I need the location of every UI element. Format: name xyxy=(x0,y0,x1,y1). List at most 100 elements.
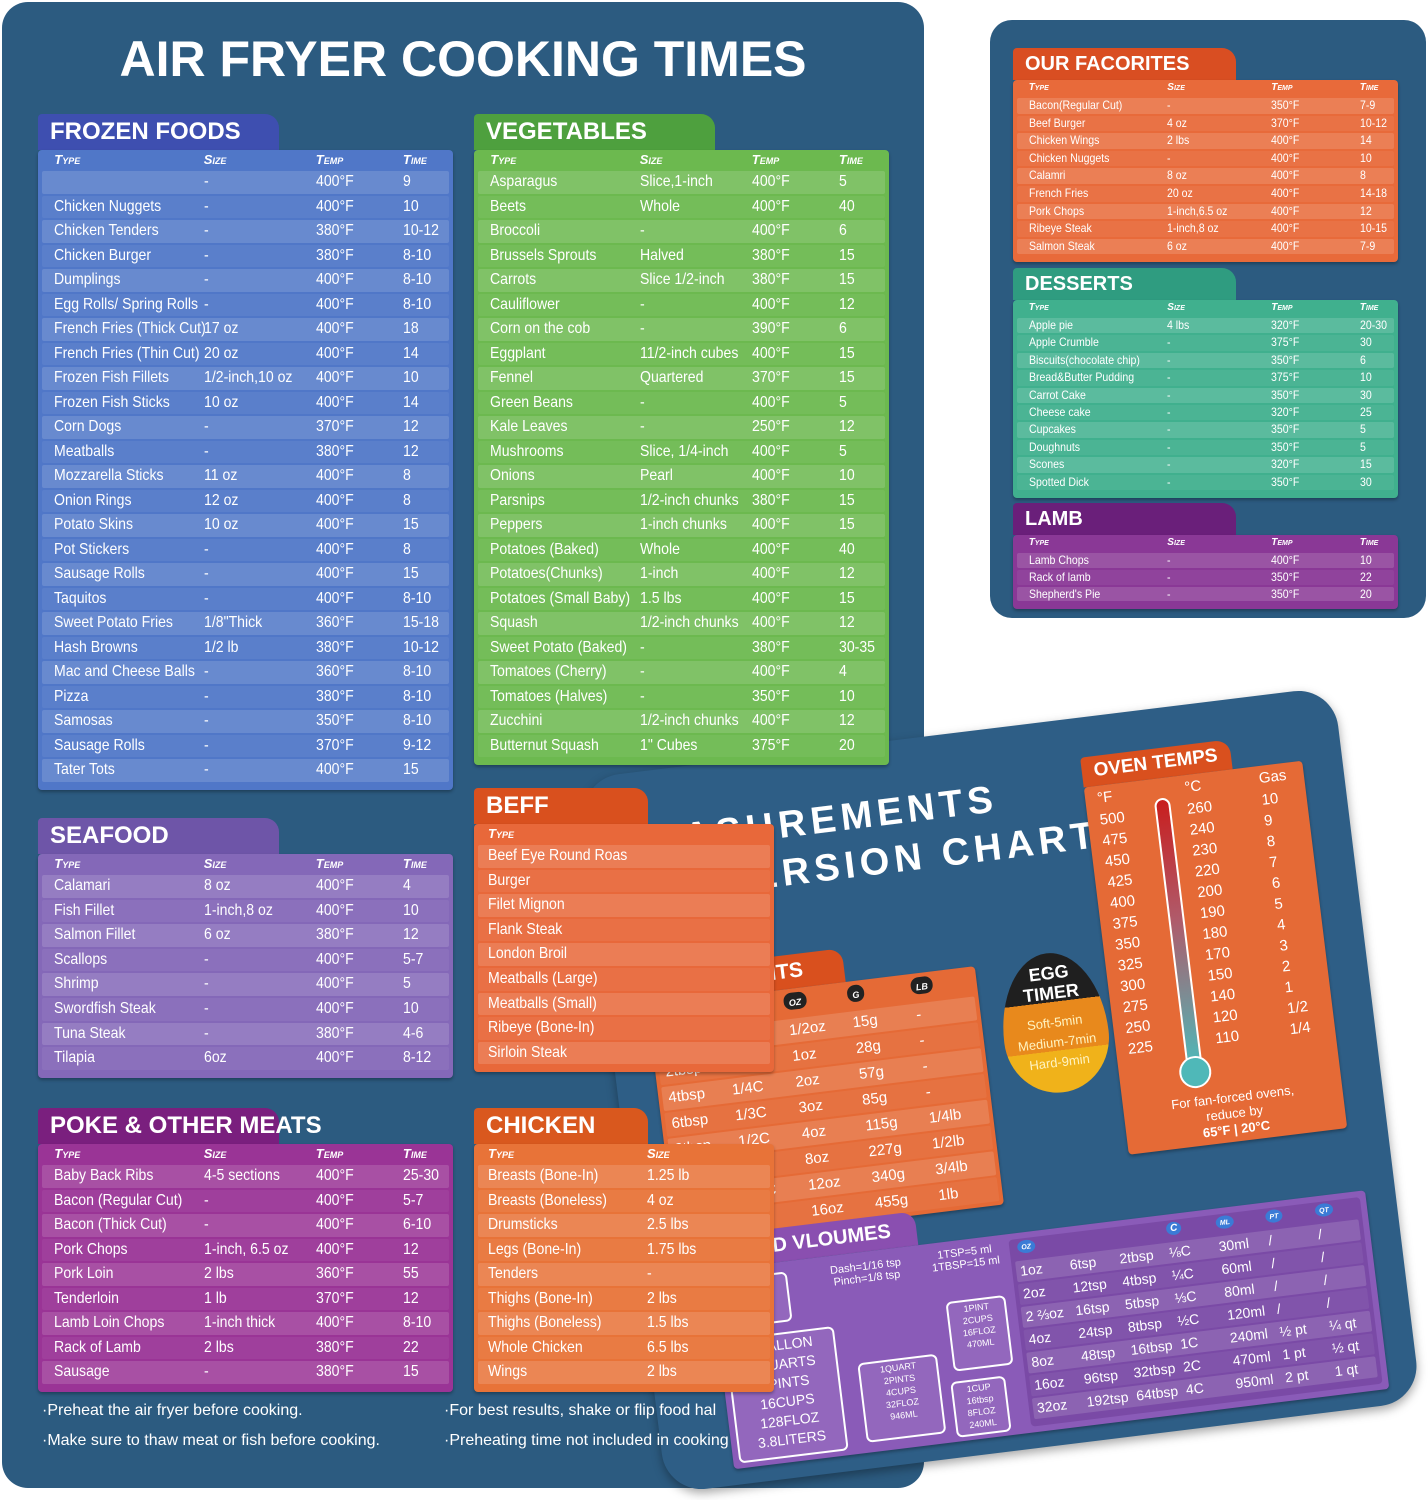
table-cell: 30-35 xyxy=(838,638,875,656)
table-row: Tilapia 6oz 400°F 8-12 xyxy=(42,1047,449,1070)
table-cell: Shepherd's Pie xyxy=(1028,586,1100,601)
table-cell: Squash xyxy=(490,614,539,631)
table-cell: 400°F xyxy=(315,1167,354,1184)
table-cell: 10 xyxy=(402,197,419,215)
table-cell: 25 xyxy=(1359,405,1372,419)
table-cell: 8-10 xyxy=(402,246,432,264)
table-cell: - xyxy=(647,1265,652,1282)
table-cell: 320°F xyxy=(1271,405,1300,419)
table-row: Pork Chops 1-inch,6.5 oz 400°F 12 xyxy=(1017,203,1394,220)
table-cell: 1-inch thick xyxy=(203,1314,275,1331)
section-table: Type Size Temp Time Bacon(Regular Cut) - 350°F… xyxy=(1013,80,1398,263)
liquid-cell: 4C xyxy=(1184,1379,1205,1398)
table-row: Wings 2 lbs xyxy=(478,1361,770,1384)
table-cell: Dumplings xyxy=(54,271,121,288)
table-row: Salmon Steak 6 oz 400°F 7-9 xyxy=(1017,238,1394,255)
table-cell: Whole Chicken xyxy=(488,1338,583,1356)
table-cell: 380°F xyxy=(315,1363,354,1380)
table-cell: Onions xyxy=(490,467,535,484)
table-row: Whole Chicken 6.5 lbs xyxy=(478,1336,770,1359)
table-cell: Broccoli xyxy=(490,222,541,239)
table-row: Doughnuts - 350°F 5 xyxy=(1017,439,1394,456)
table-cell: Green Beans xyxy=(490,393,574,411)
table-cell: Egg Rolls/ Spring Rolls xyxy=(54,295,199,313)
oven-cell: 8 xyxy=(1265,832,1277,851)
table-cell: 12 xyxy=(838,418,855,435)
table-cell: 12 xyxy=(402,1289,419,1307)
table-row: Legs (Bone-In) 1.75 lbs xyxy=(478,1238,770,1261)
column-header: Size xyxy=(647,1146,670,1161)
table-cell: 400°F xyxy=(315,1000,354,1017)
table-cell: 380°F xyxy=(315,1024,354,1042)
table-row: Flank Steak xyxy=(478,918,770,942)
oven-cell: 225 xyxy=(1126,1038,1154,1059)
table-cell: Scones xyxy=(1028,457,1064,472)
table-cell: 8 xyxy=(402,540,411,558)
oven-cell: 375 xyxy=(1111,913,1139,933)
table-cell: 10 xyxy=(402,369,419,386)
table-row: Thighs (Bone-In) 2 lbs xyxy=(478,1287,770,1310)
table-cell: 12 xyxy=(838,295,855,313)
table-cell: Apple pie xyxy=(1028,318,1073,332)
table-cell: 20 xyxy=(1359,586,1372,601)
oven-cell: 1 xyxy=(1283,978,1295,997)
table-cell: 8-10 xyxy=(402,712,432,729)
table-cell: 11 oz xyxy=(203,467,238,484)
table-cell: - xyxy=(1167,553,1171,567)
table-cell: 10 oz xyxy=(203,393,239,411)
table-cell: Baby Back Ribs xyxy=(54,1167,154,1184)
table-cell: 1.5 lbs xyxy=(639,589,682,607)
table-cell: Shrimp xyxy=(54,975,99,993)
liquid-cell: ⅓C xyxy=(1173,1287,1198,1307)
table-cell: 350°F xyxy=(1271,474,1300,489)
table-cell: - xyxy=(639,687,645,705)
section-table: Type Size Breasts (Bone-In) 1.25 lb Breasts … xyxy=(474,1144,774,1392)
table-cell: 380°F xyxy=(315,1338,354,1356)
table-cell: 6.5 lbs xyxy=(647,1338,689,1356)
table-cell: 1-inch,8 oz xyxy=(203,901,273,919)
table-cell: 400°F xyxy=(751,442,790,460)
table-cell: 40 xyxy=(838,197,855,215)
table-cell: 400°F xyxy=(751,565,790,582)
table-row: Potato Skins 10 oz 400°F 15 xyxy=(42,514,449,537)
table-cell: - xyxy=(203,1191,209,1209)
column-header: Temp xyxy=(315,856,344,871)
table-cell: 8 oz xyxy=(203,877,231,894)
table-cell: 2 lbs xyxy=(647,1289,677,1307)
table-row: Fish Fillet 1-inch,8 oz 400°F 10 xyxy=(42,899,449,923)
table-row: Chicken Tenders - 380°F 10-12 xyxy=(42,220,449,243)
table-cell: 400°F xyxy=(751,540,790,558)
table-cell: - xyxy=(1167,439,1171,454)
table-cell: Sausage Rolls xyxy=(54,565,146,582)
column-header: Size xyxy=(639,152,663,167)
table-row: Biscuits(chocolate chip) - 350°F 6 xyxy=(1017,352,1394,369)
oven-cell: 6 xyxy=(1270,874,1282,893)
table-cell: 400°F xyxy=(1271,238,1300,253)
table-cell: 15 xyxy=(838,246,855,264)
table-row: French Fries (Thick Cut) 17 oz 400°F 18 xyxy=(42,318,449,341)
table-cell: - xyxy=(203,295,209,313)
table-cell: - xyxy=(203,761,209,778)
oven-cell: 7 xyxy=(1268,853,1279,872)
table-cell: 15 xyxy=(838,589,855,607)
table-cell: Fish Fillet xyxy=(54,901,115,919)
table-cell: Taquitos xyxy=(54,589,107,607)
note: ·Make sure to thaw meat or fish before c… xyxy=(42,1432,380,1449)
table-row: Samosas - 350°F 8-10 xyxy=(42,710,449,733)
liquid-cell: 16tsp xyxy=(1074,1298,1111,1319)
table-cell: Scallops xyxy=(54,950,108,968)
table-cell: 400°F xyxy=(315,565,354,582)
table-cell: Tenderloin xyxy=(54,1289,120,1307)
column-header: Size xyxy=(203,856,227,871)
table-cell: Eggplant xyxy=(490,344,546,362)
table-cell: 400°F xyxy=(315,197,354,215)
table-cell: Quartered xyxy=(639,369,704,386)
liquid-cell: ¼C xyxy=(1170,1264,1195,1284)
table-cell: Frozen Fish Sticks xyxy=(54,393,171,411)
table-cell: 5 xyxy=(838,173,847,190)
table-cell: 12 xyxy=(402,926,419,944)
table-cell: 15 xyxy=(402,1363,419,1380)
egg-timer: EGG TIMER Soft-5min Medium-7min Hard-9min xyxy=(994,946,1116,1099)
table-cell: 380°F xyxy=(315,638,354,656)
table-row: Cupcakes - 350°F 5 xyxy=(1017,422,1394,438)
